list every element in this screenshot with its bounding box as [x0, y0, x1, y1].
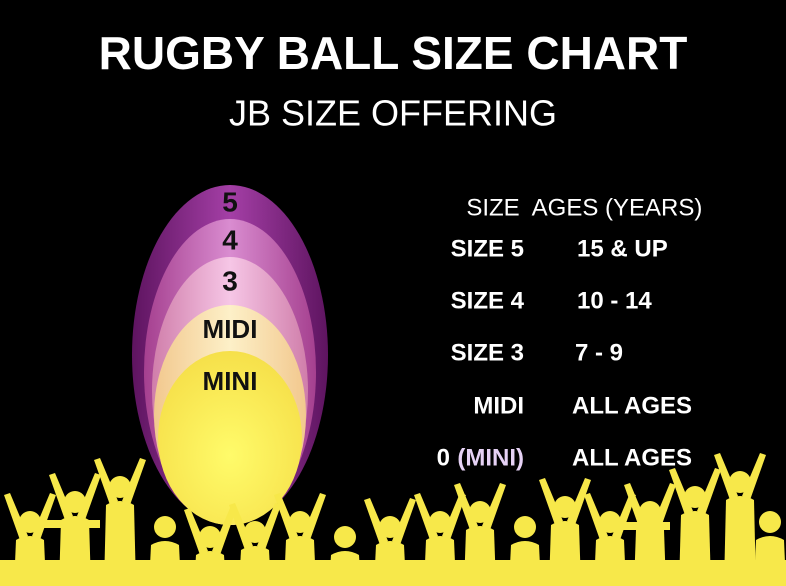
crowd-person	[554, 496, 576, 518]
crowd-person	[109, 476, 131, 498]
ball-label: MINI	[203, 366, 258, 396]
crowd-person	[64, 491, 86, 513]
crowd-silhouette	[0, 453, 786, 586]
crowd-person	[94, 458, 146, 505]
crowd-person	[379, 516, 401, 538]
crowd-person	[49, 473, 101, 520]
crowd-person	[624, 483, 676, 530]
ball-label: MIDI	[203, 314, 258, 344]
crowd-person	[289, 511, 311, 533]
crowd-person	[724, 496, 756, 586]
crowd-person	[549, 521, 581, 586]
size-cell-note: (MINI)	[457, 444, 524, 471]
size-cell: SIZE 4	[451, 287, 525, 314]
crowd-person	[464, 526, 496, 586]
subtitle: JB SIZE OFFERING	[229, 93, 557, 134]
crowd-person	[244, 521, 266, 543]
age-cell: 10 - 14	[577, 287, 652, 314]
crowd-person	[274, 493, 326, 540]
rugby-ball: 5 4 3 MIDI MINI	[132, 185, 328, 525]
crowd-person	[669, 468, 721, 515]
crowd-person	[454, 483, 506, 530]
crowd-person	[684, 486, 706, 508]
crowd-person	[149, 541, 181, 586]
crowd-person	[509, 541, 541, 586]
crowd-person	[104, 501, 136, 586]
crowd-person	[594, 536, 626, 586]
crowd-person	[194, 551, 226, 586]
crowd-person	[374, 541, 406, 586]
crowd-person	[600, 522, 670, 530]
crowd-person	[679, 511, 711, 586]
crowd-person	[429, 511, 451, 533]
crowd-person	[539, 478, 591, 525]
crowd-person	[334, 526, 356, 548]
title: RUGBY BALL SIZE CHART	[99, 27, 688, 79]
ball-label: 3	[222, 265, 238, 296]
size-cell: SIZE 5	[451, 235, 524, 262]
crowd-person	[424, 536, 456, 586]
crowd-person	[634, 526, 666, 586]
crowd-person	[199, 526, 221, 548]
age-cell: 15 & UP	[577, 235, 668, 262]
crowd-person	[14, 536, 46, 586]
size-table: SIZE AGES (YEARS) SIZE 5 15 & UP SIZE 4 …	[437, 194, 703, 471]
ball-label: 5	[222, 186, 238, 217]
age-cell: ALL AGES	[572, 392, 692, 419]
ball-layer	[158, 351, 302, 525]
crowd-person	[229, 503, 281, 550]
crowd-person	[414, 493, 466, 540]
crowd-person	[714, 453, 766, 500]
size-cell: MIDI	[473, 392, 524, 419]
crowd-person	[284, 536, 316, 586]
crowd-person	[754, 536, 786, 586]
crowd-person	[364, 498, 416, 545]
crowd-person	[184, 508, 236, 555]
table-header: SIZE	[466, 194, 519, 221]
size-cell: SIZE 3	[451, 339, 524, 366]
ball-label: 4	[222, 224, 238, 255]
crowd-person	[514, 516, 536, 538]
crowd-person	[469, 501, 491, 523]
crowd-person	[154, 516, 176, 538]
crowd-person	[729, 471, 751, 493]
size-cell: 0	[437, 444, 450, 471]
crowd-person	[59, 516, 91, 586]
crowd-person	[329, 551, 361, 586]
crowd-person	[239, 546, 271, 586]
age-cell: 7 - 9	[575, 339, 623, 366]
crowd-person	[30, 520, 100, 528]
crowd-person	[639, 501, 661, 523]
crowd-person	[4, 493, 56, 540]
age-cell: ALL AGES	[572, 444, 692, 471]
crowd-person	[759, 511, 781, 533]
table-header: AGES (YEARS)	[532, 194, 703, 221]
